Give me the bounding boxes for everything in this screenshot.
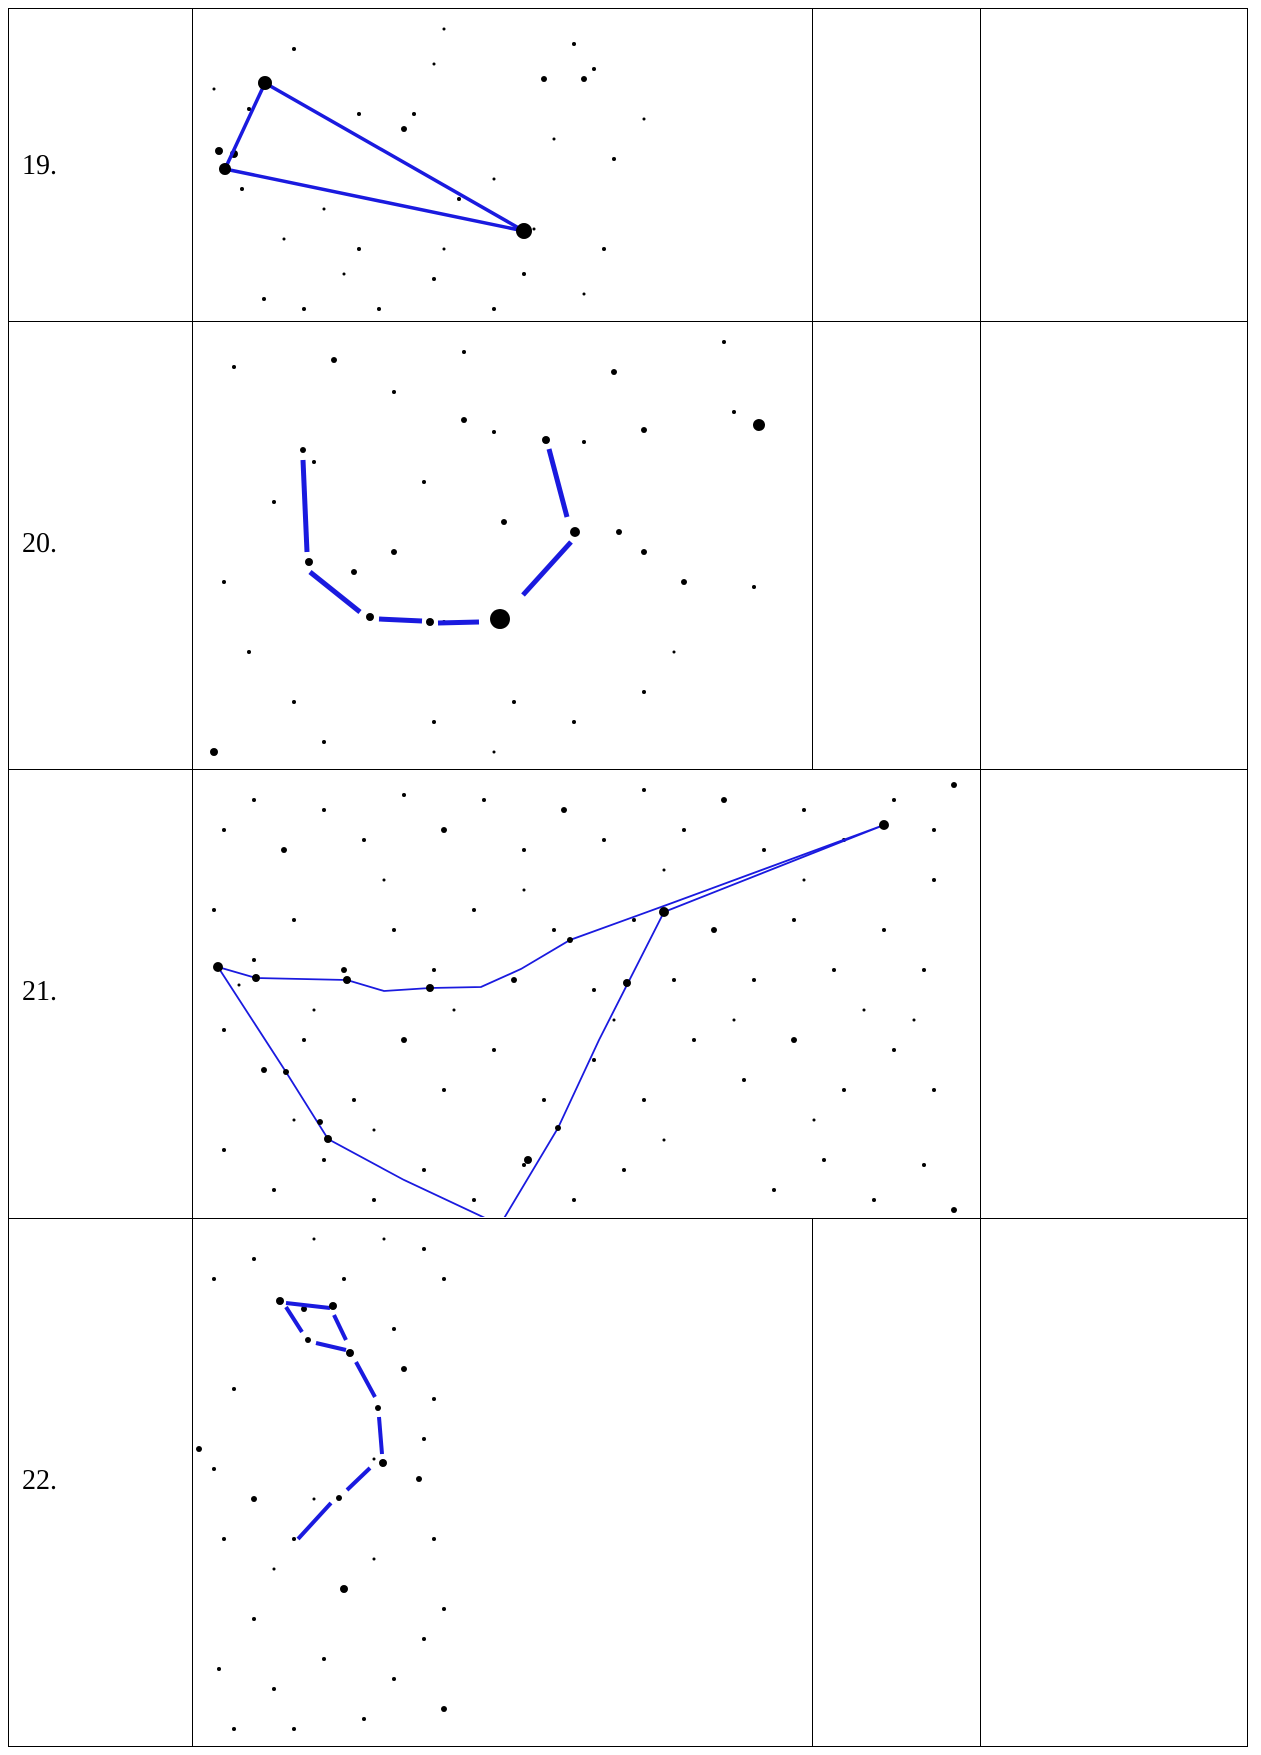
- row-divider: [8, 769, 1248, 770]
- table-border-top: [8, 8, 1248, 9]
- constellation-lines: [223, 81, 525, 233]
- row-divider: [8, 1218, 1248, 1219]
- table-border-bottom: [8, 1746, 1248, 1747]
- bright-star: [753, 419, 765, 431]
- star-chart-22: [196, 1237, 447, 1731]
- column-divider: [812, 1218, 813, 1747]
- constellation-stars: [276, 1297, 387, 1501]
- row-number: 22.: [22, 1465, 57, 1496]
- background-stars: [212, 27, 646, 311]
- column-divider: [812, 8, 813, 769]
- background-stars: [210, 340, 756, 756]
- constellation-stars: [215, 76, 532, 239]
- constellation-lines: [284, 1301, 384, 1541]
- table-border-left: [8, 8, 9, 1747]
- constellation-stars: [213, 820, 889, 1164]
- row-number: 20.: [22, 528, 57, 559]
- star-chart-21: [212, 782, 957, 1217]
- row-number: 21.: [22, 976, 57, 1007]
- row-number: 19.: [22, 150, 57, 181]
- constellation-lines: [300, 448, 573, 626]
- table-border-right: [1247, 8, 1248, 1747]
- column-divider: [192, 8, 193, 1747]
- column-divider: [980, 8, 981, 1747]
- star-chart-20: [210, 340, 765, 756]
- row-divider: [8, 321, 1248, 322]
- star-chart-19: [212, 27, 646, 311]
- background-stars: [212, 782, 957, 1213]
- background-stars: [196, 1237, 447, 1731]
- constellation-lines: [217, 824, 885, 1217]
- constellation-stars: [300, 436, 580, 629]
